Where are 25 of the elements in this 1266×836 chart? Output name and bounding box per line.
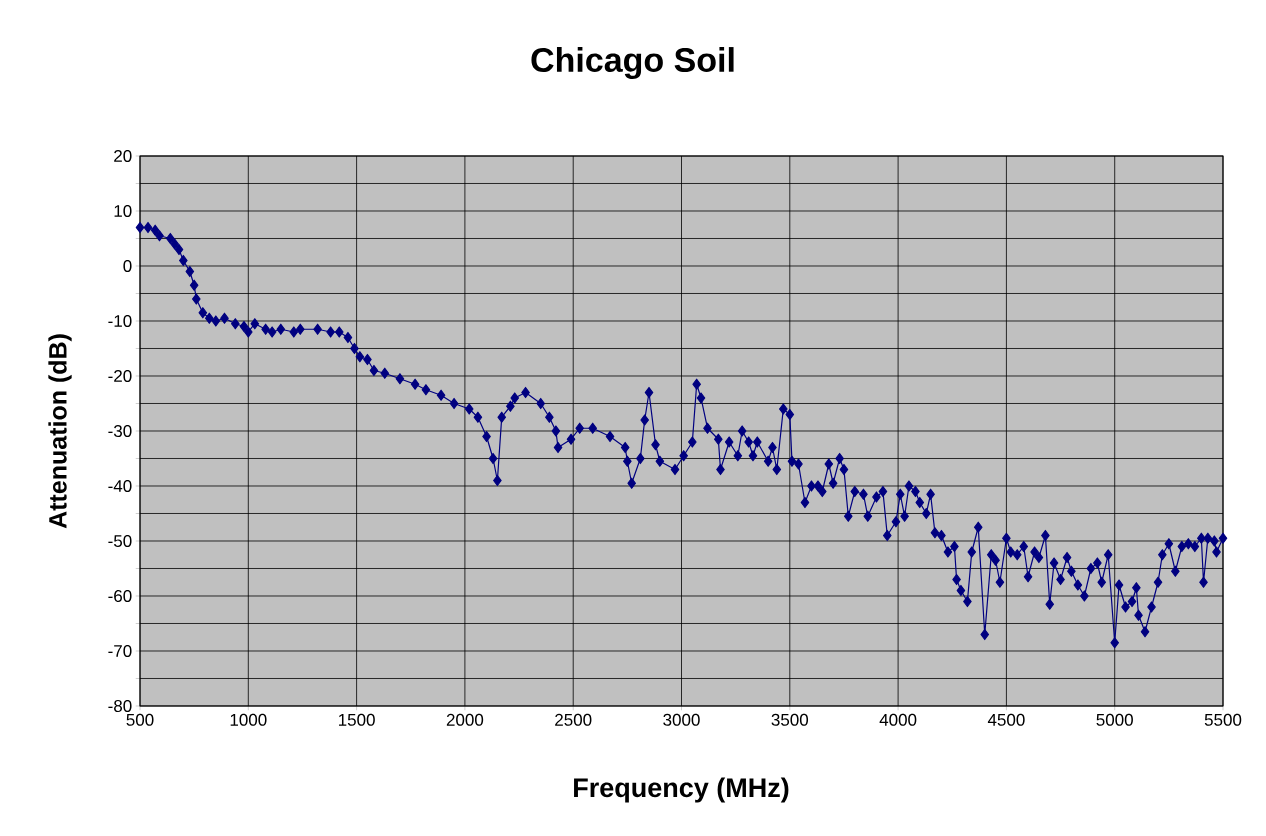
y-tick-label: -60 [108, 589, 132, 603]
y-tick-label: -50 [108, 534, 132, 548]
x-tick-label: 4500 [987, 713, 1025, 726]
x-tick-label: 4000 [879, 713, 917, 726]
y-tick-label: -80 [108, 699, 132, 713]
x-tick-label: 5000 [1096, 713, 1133, 726]
y-axis-title: Attenuation (dB) [48, 334, 72, 529]
y-tick-label: -40 [108, 479, 132, 493]
x-tick-label: 5500 [1204, 713, 1242, 726]
x-tick-label: 500 [126, 713, 154, 726]
y-tick-label: -10 [108, 314, 132, 328]
y-tick-label: -20 [108, 369, 132, 383]
x-tick-label: 1500 [339, 713, 375, 726]
x-tick-label: 2500 [555, 713, 592, 726]
x-tick-label: 1000 [230, 713, 267, 726]
x-tick-label: 2000 [446, 713, 484, 726]
y-tick-label: 0 [123, 259, 132, 273]
x-tick-label: 3000 [663, 713, 700, 726]
chart-title: Chicago Soil [531, 47, 734, 79]
x-axis-title: Frequency (MHz) [574, 777, 789, 803]
x-tick-label: 3500 [771, 713, 809, 726]
y-tick-label: 10 [114, 204, 132, 218]
y-tick-label: -70 [108, 644, 132, 658]
y-tick-label: -30 [108, 424, 132, 438]
y-tick-label: 20 [114, 149, 132, 163]
